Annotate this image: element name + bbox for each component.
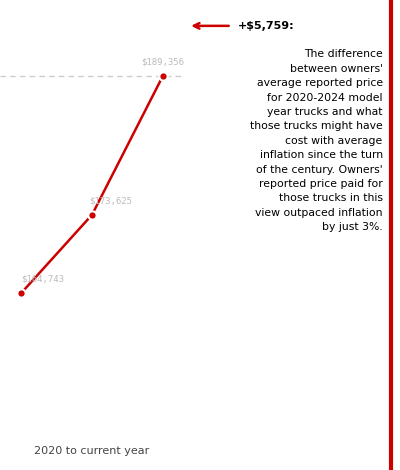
Text: +$5,759:: +$5,759: (238, 21, 295, 31)
Text: The difference
between owners'
average reported price
for 2020-2024 model
year t: The difference between owners' average r… (250, 49, 383, 232)
Text: $173,625: $173,625 (89, 196, 132, 205)
Text: $164,743: $164,743 (21, 274, 64, 283)
Text: 2020 to current year: 2020 to current year (34, 446, 150, 456)
Text: $195,115: $195,115 (25, 383, 159, 411)
Text: $189,356: $189,356 (141, 57, 184, 66)
